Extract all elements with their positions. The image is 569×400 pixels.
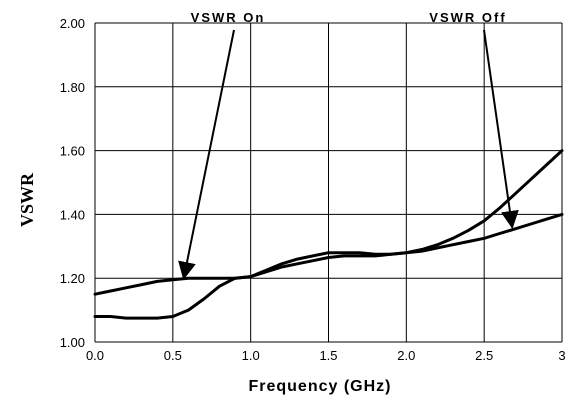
arrow-vswr-on	[178, 29, 235, 280]
annotation-vswr-off: VSWR Off	[429, 10, 506, 25]
series-vswr-on	[93, 212, 564, 296]
x-tick-label: 1.0	[242, 348, 260, 363]
series-lines	[93, 149, 564, 320]
y-tick-labels: 1.00 1.20 1.40 1.60 1.80 2.00	[60, 16, 85, 350]
x-axis-title: Frequency (GHz)	[248, 378, 391, 395]
y-tick-label: 1.80	[60, 80, 85, 95]
series-vswr-off	[93, 149, 564, 320]
x-tick-label: 3	[558, 348, 565, 363]
grid	[94, 22, 563, 343]
y-tick-label: 1.60	[60, 144, 85, 159]
y-tick-label: 1.20	[60, 271, 85, 286]
x-tick-label: 0.5	[164, 348, 182, 363]
x-tick-label: 1.5	[319, 348, 337, 363]
x-tick-label: 0.0	[86, 348, 104, 363]
x-tick-label: 2.0	[397, 348, 415, 363]
y-axis-title: VSWR	[17, 172, 37, 227]
y-tick-label: 1.00	[60, 335, 85, 350]
x-tick-label: 2.5	[475, 348, 493, 363]
annotation-vswr-on: VSWR On	[191, 10, 266, 25]
arrow-vswr-off	[483, 29, 519, 229]
x-tick-labels: 0.0 0.5 1.0 1.5 2.0 2.5 3	[86, 348, 566, 363]
y-tick-label: 2.00	[60, 16, 85, 31]
annotations: VSWR On VSWR Off	[178, 10, 519, 280]
y-tick-label: 1.40	[60, 207, 85, 222]
